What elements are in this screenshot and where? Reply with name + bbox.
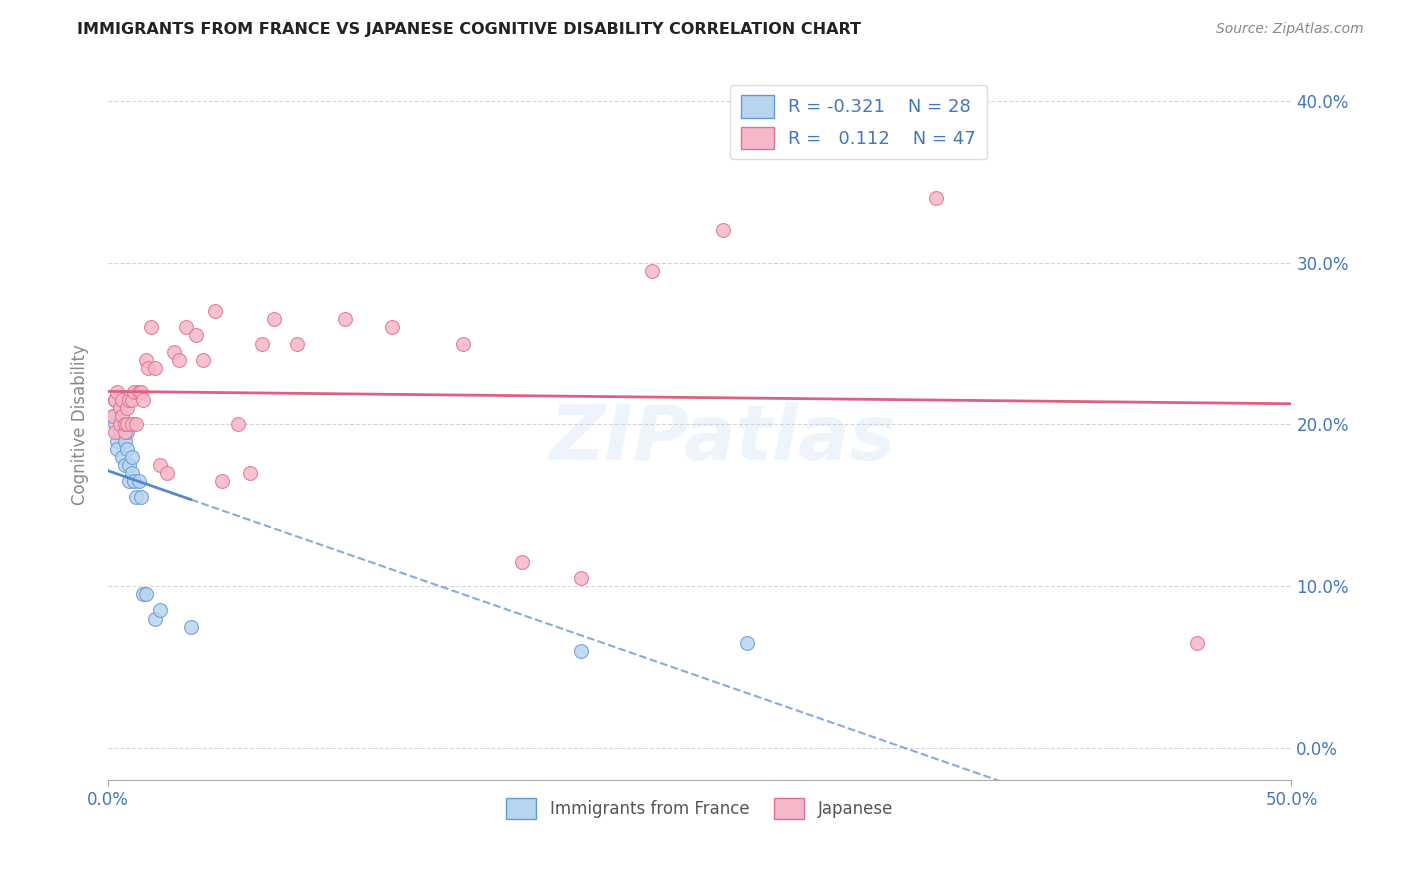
- Point: [129, 385, 152, 400]
- Point: [713, 223, 735, 237]
- Point: [114, 425, 136, 440]
- Point: [381, 320, 404, 334]
- Point: [104, 425, 127, 440]
- Point: [115, 425, 138, 440]
- Point: [108, 417, 131, 432]
- Point: [451, 336, 474, 351]
- Point: [191, 352, 214, 367]
- Point: [569, 571, 592, 585]
- Point: [125, 417, 148, 432]
- Point: [111, 409, 134, 424]
- Point: [333, 312, 356, 326]
- Text: IMMIGRANTS FROM FRANCE VS JAPANESE COGNITIVE DISABILITY CORRELATION CHART: IMMIGRANTS FROM FRANCE VS JAPANESE COGNI…: [77, 22, 862, 37]
- Point: [211, 474, 233, 488]
- Point: [128, 474, 150, 488]
- Point: [510, 555, 533, 569]
- Point: [204, 304, 226, 318]
- Point: [121, 466, 143, 480]
- Point: [121, 417, 143, 432]
- Legend: Immigrants from France, Japanese: Immigrants from France, Japanese: [499, 792, 900, 825]
- Point: [114, 458, 136, 472]
- Point: [132, 393, 155, 408]
- Point: [107, 385, 129, 400]
- Point: [569, 644, 592, 658]
- Text: ZIPatlas: ZIPatlas: [550, 401, 897, 475]
- Point: [122, 474, 145, 488]
- Point: [239, 466, 262, 480]
- Point: [143, 611, 166, 625]
- Point: [104, 417, 127, 432]
- Point: [104, 393, 127, 408]
- Point: [136, 360, 159, 375]
- Point: [115, 442, 138, 456]
- Point: [163, 344, 186, 359]
- Point: [115, 401, 138, 416]
- Point: [108, 425, 131, 440]
- Point: [925, 191, 948, 205]
- Point: [111, 393, 134, 408]
- Point: [135, 352, 157, 367]
- Point: [108, 401, 131, 416]
- Point: [125, 490, 148, 504]
- Point: [285, 336, 308, 351]
- Point: [129, 490, 152, 504]
- Point: [107, 442, 129, 456]
- Point: [128, 385, 150, 400]
- Point: [111, 450, 134, 464]
- Point: [174, 320, 197, 334]
- Point: [149, 458, 172, 472]
- Point: [114, 434, 136, 448]
- Point: [104, 393, 127, 408]
- Point: [156, 466, 179, 480]
- Y-axis label: Cognitive Disability: Cognitive Disability: [72, 344, 89, 505]
- Point: [180, 619, 202, 633]
- Point: [263, 312, 285, 326]
- Point: [143, 360, 166, 375]
- Point: [118, 393, 141, 408]
- Point: [139, 320, 162, 334]
- Point: [122, 385, 145, 400]
- Point: [135, 587, 157, 601]
- Point: [101, 409, 124, 424]
- Point: [167, 352, 190, 367]
- Point: [121, 393, 143, 408]
- Point: [149, 603, 172, 617]
- Point: [101, 409, 124, 424]
- Point: [121, 450, 143, 464]
- Point: [1185, 636, 1208, 650]
- Point: [250, 336, 273, 351]
- Point: [107, 434, 129, 448]
- Point: [115, 417, 138, 432]
- Point: [114, 417, 136, 432]
- Point: [118, 474, 141, 488]
- Point: [118, 458, 141, 472]
- Point: [641, 264, 664, 278]
- Text: Source: ZipAtlas.com: Source: ZipAtlas.com: [1216, 22, 1364, 37]
- Point: [111, 393, 134, 408]
- Point: [735, 636, 758, 650]
- Point: [184, 328, 207, 343]
- Point: [132, 587, 155, 601]
- Point: [108, 401, 131, 416]
- Point: [226, 417, 249, 432]
